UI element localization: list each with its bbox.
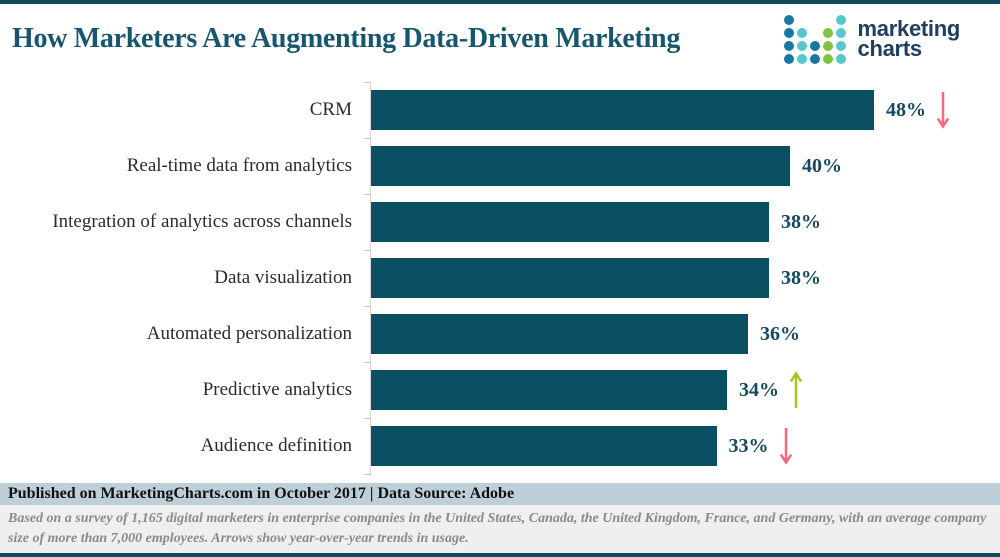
bar-value: 48% (886, 98, 926, 121)
axis-line (370, 82, 371, 474)
trend-down-arrow-icon (779, 424, 793, 468)
bar-label: Audience definition (200, 435, 352, 456)
top-border (0, 0, 1000, 4)
bar (370, 202, 769, 242)
axis-tick (364, 250, 371, 251)
bar-chart: CRM 48% Real-time data from analytics 40… (0, 74, 1000, 483)
page-title: How Marketers Are Augmenting Data-Driven… (12, 23, 681, 54)
bar-value: 33% (728, 434, 769, 457)
source-note: Based on a survey of 1,165 digital marke… (0, 505, 1000, 553)
bar-label: Real-time data from analytics (126, 155, 352, 176)
bar (370, 370, 727, 410)
trend-down-arrow-icon (936, 88, 950, 132)
axis-tick (364, 418, 371, 419)
published-bar: Published on MarketingCharts.com in Octo… (0, 483, 1000, 505)
bar-row: Automated personalization 36% (0, 306, 1000, 362)
bar (370, 314, 748, 354)
bar-track: 40% (370, 146, 1000, 186)
bar-label: Predictive analytics (202, 379, 352, 400)
logo-word-charts: charts (857, 36, 923, 61)
bar-row: Data visualization 38% (0, 250, 1000, 306)
bottom-border (0, 553, 1000, 557)
bar-track: 48% (370, 90, 1000, 130)
axis-tick (364, 306, 371, 307)
marketingcharts-logo: marketing charts (783, 14, 961, 64)
bar-label: Integration of analytics across channels (52, 211, 352, 232)
bar-value: 34% (739, 378, 779, 401)
bar-row: Integration of analytics across channels… (0, 194, 1000, 250)
bar-label: Data visualization (214, 267, 352, 288)
bar-track: 38% (370, 202, 1000, 242)
bar (370, 426, 717, 466)
bar-value: 38% (781, 210, 821, 233)
logo-wordmark: marketing charts (857, 15, 961, 61)
axis-tick (364, 194, 371, 195)
logo-dots-icon (783, 14, 846, 64)
logo-word-marketing: marketing (857, 15, 961, 41)
bar-label: CRM (309, 99, 352, 120)
bar-label: Automated personalization (146, 323, 352, 344)
axis-tick (364, 474, 371, 475)
trend-up-arrow-icon (789, 368, 803, 412)
bar-row: CRM 48% (0, 82, 1000, 138)
axis-tick (364, 362, 371, 363)
bar-track: 38% (370, 258, 1000, 298)
header: How Marketers Are Augmenting Data-Driven… (0, 4, 1000, 74)
bar-row: Predictive analytics 34% (0, 362, 1000, 418)
bar-track: 34% (370, 370, 1000, 410)
bar-value: 36% (760, 322, 800, 345)
axis-tick (364, 138, 371, 139)
bar (370, 146, 790, 186)
bar-value: 38% (781, 266, 821, 289)
bar-track: 36% (370, 314, 1000, 354)
bar-track: 33% (370, 426, 1000, 466)
axis-tick (364, 82, 371, 83)
bar (370, 90, 874, 130)
bar (370, 258, 769, 298)
bar-row: Real-time data from analytics 40% (0, 138, 1000, 194)
bar-rows: CRM 48% Real-time data from analytics 40… (0, 82, 1000, 474)
bar-value: 40% (802, 154, 842, 177)
bar-row: Audience definition 33% (0, 418, 1000, 474)
